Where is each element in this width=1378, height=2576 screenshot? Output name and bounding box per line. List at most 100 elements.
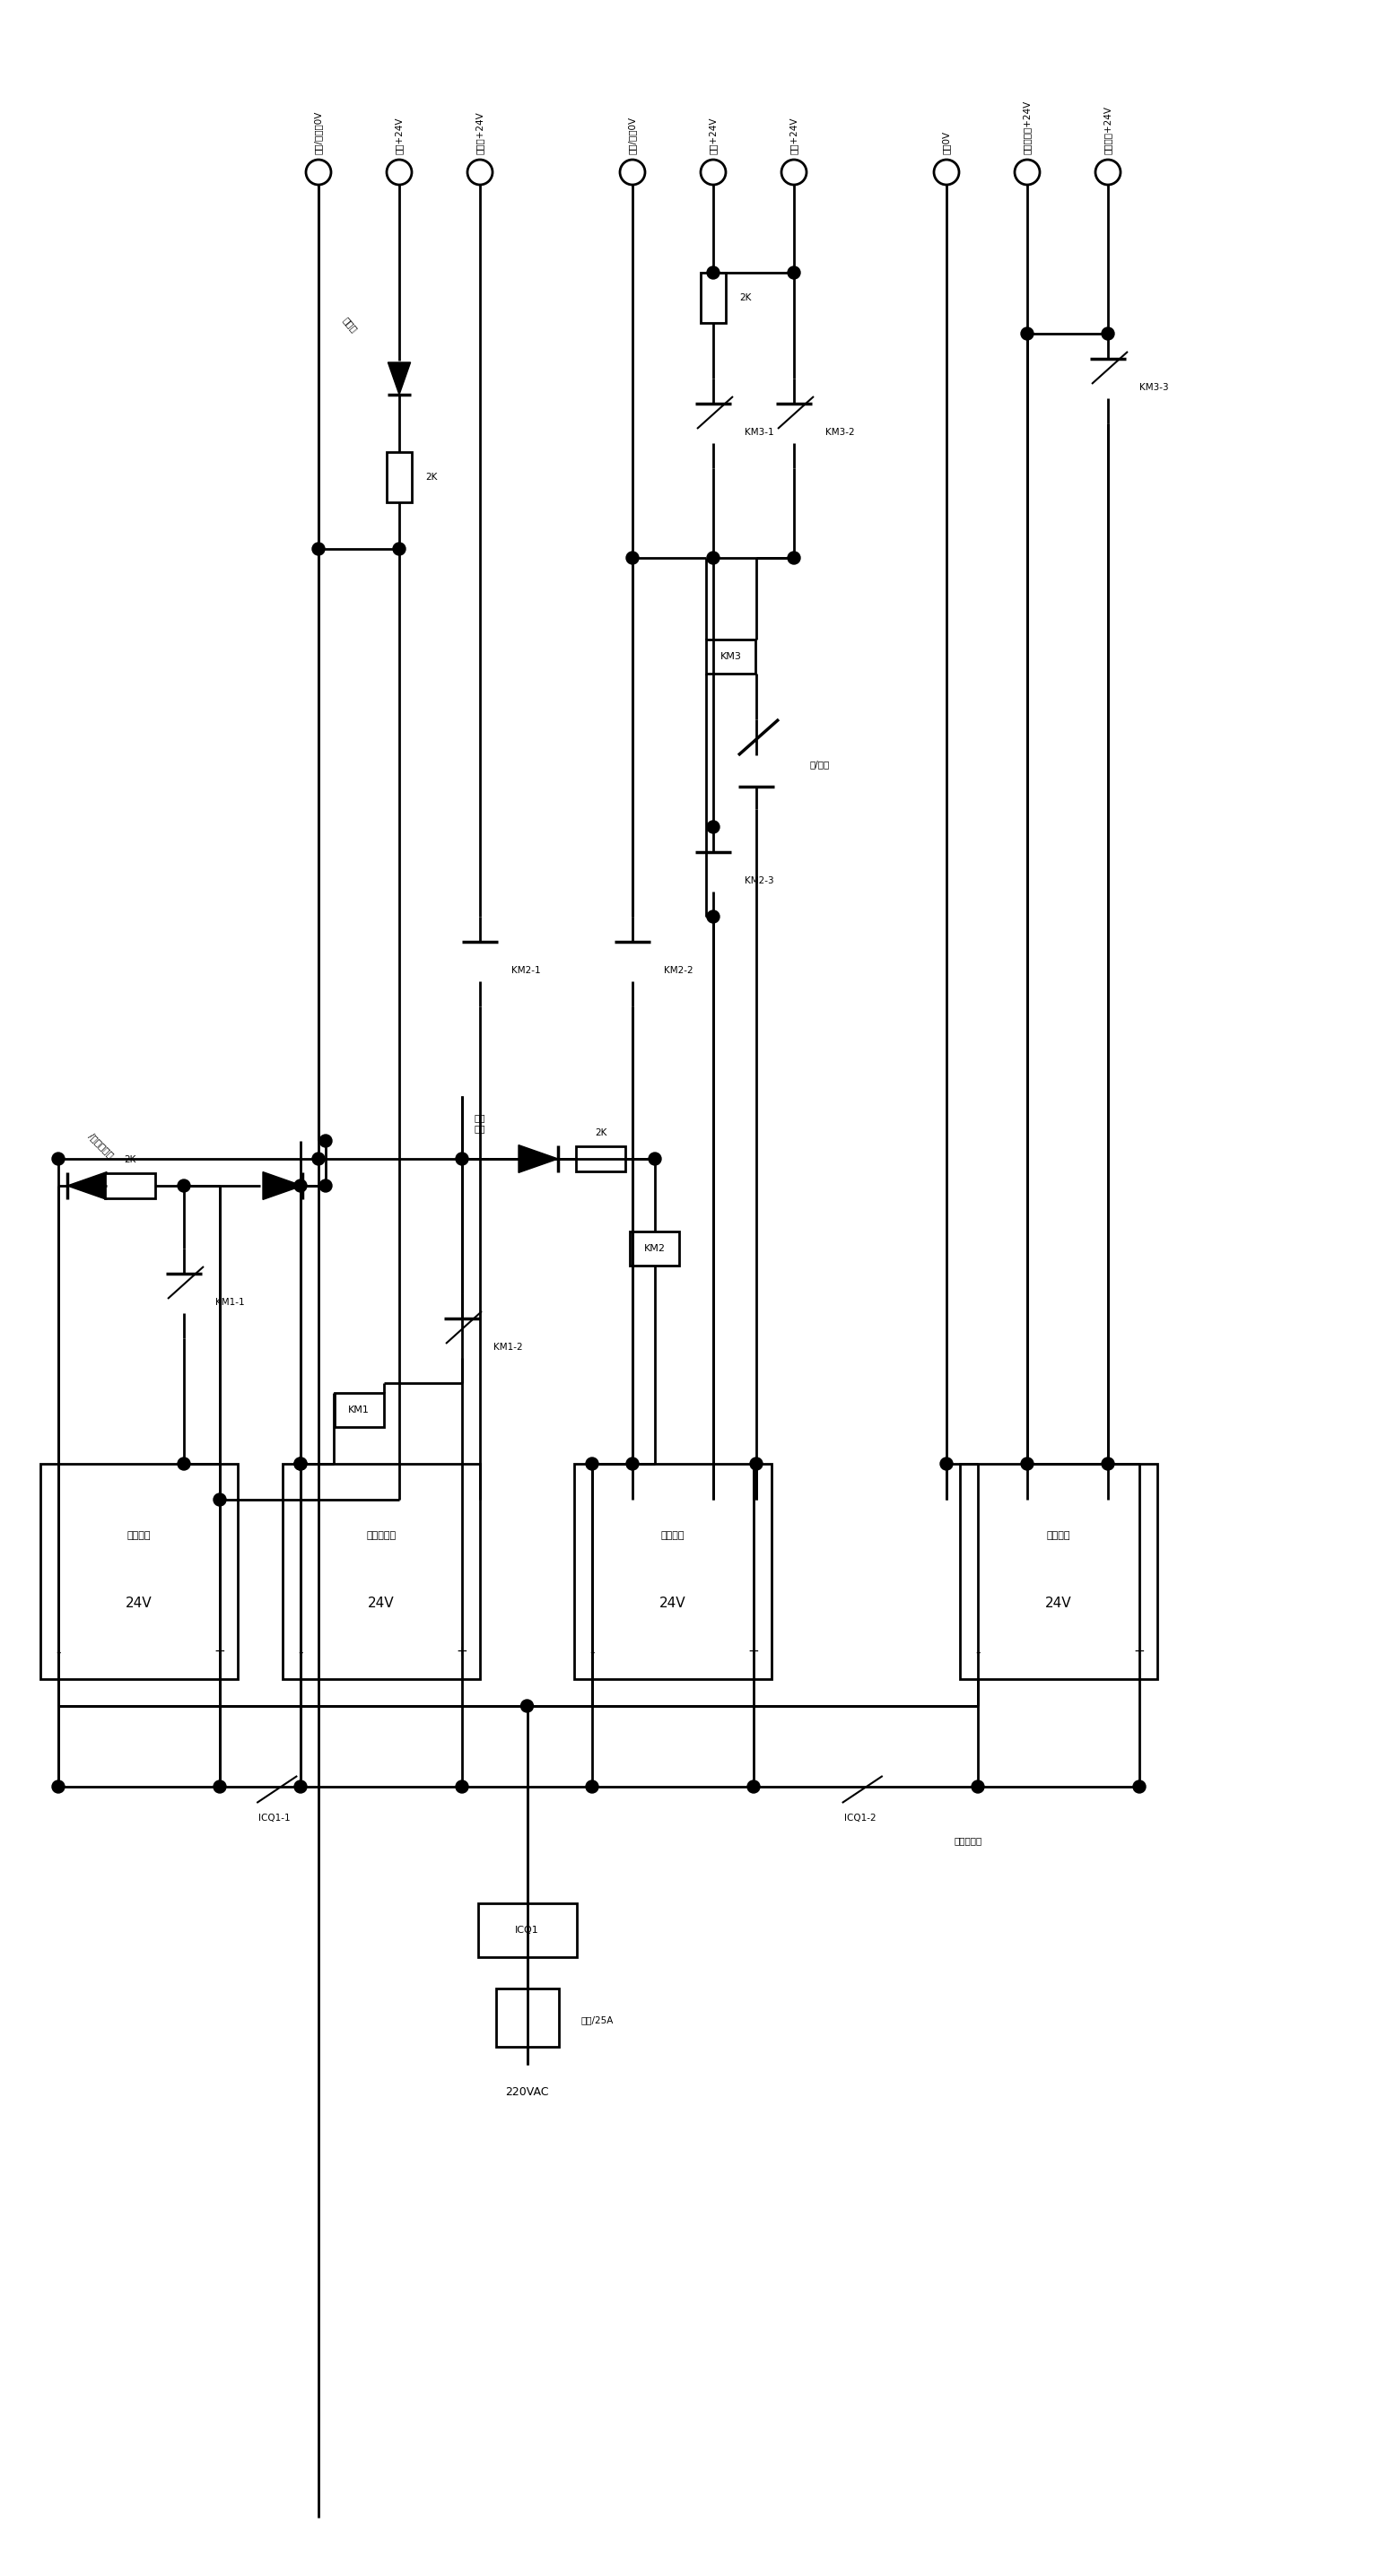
Text: KM3-1: KM3-1 [744, 428, 774, 438]
Text: 220VAC: 220VAC [506, 2087, 548, 2097]
Circle shape [788, 265, 801, 278]
Circle shape [781, 160, 806, 185]
Bar [496, 1989, 558, 2048]
Text: -: - [298, 1646, 303, 1659]
Polygon shape [518, 1144, 558, 1172]
Text: 24V: 24V [1046, 1597, 1072, 1610]
Text: KM3: KM3 [721, 652, 741, 662]
Circle shape [788, 551, 801, 564]
Circle shape [747, 1780, 759, 1793]
Circle shape [1101, 327, 1115, 340]
Circle shape [1014, 160, 1040, 185]
Polygon shape [263, 1172, 302, 1200]
Text: -: - [590, 1646, 594, 1659]
Circle shape [456, 1151, 469, 1164]
Text: +: + [748, 1646, 759, 1659]
Text: 控制0V: 控制0V [943, 131, 951, 155]
Text: KM2-2: KM2-2 [664, 966, 693, 974]
Circle shape [586, 1780, 598, 1793]
Text: -: - [56, 1646, 61, 1659]
Circle shape [940, 1458, 952, 1471]
Text: 24V: 24V [125, 1597, 153, 1610]
Text: 纯手动电源: 纯手动电源 [367, 1530, 395, 1540]
Text: 24V: 24V [660, 1597, 686, 1610]
Text: 2K: 2K [426, 471, 437, 482]
Circle shape [626, 551, 639, 564]
Text: 控制手动+24V: 控制手动+24V [1104, 106, 1112, 155]
Circle shape [313, 544, 325, 556]
Circle shape [707, 909, 719, 922]
Circle shape [393, 544, 405, 556]
Text: 24V: 24V [368, 1597, 394, 1610]
Circle shape [52, 1151, 65, 1164]
Circle shape [214, 1494, 226, 1507]
Text: 控制纯手动+24V: 控制纯手动+24V [1022, 100, 1032, 155]
Circle shape [649, 1151, 661, 1164]
Bar [282, 1463, 480, 1680]
Text: 急停/纯手动0V: 急停/纯手动0V [314, 111, 322, 155]
Circle shape [295, 1180, 307, 1193]
Circle shape [320, 1133, 332, 1146]
Text: +: + [1134, 1646, 1145, 1659]
Bar [630, 1231, 679, 1265]
Circle shape [1096, 160, 1120, 185]
Circle shape [1101, 1458, 1115, 1471]
Text: KM3-2: KM3-2 [825, 428, 854, 438]
Text: 急停灯: 急停灯 [340, 314, 358, 335]
Text: +: + [456, 1646, 467, 1659]
Text: +: + [214, 1646, 226, 1659]
Text: 2K: 2K [739, 294, 751, 301]
Text: 急停+24V: 急停+24V [394, 116, 404, 155]
Text: 2K: 2K [595, 1128, 608, 1139]
Circle shape [214, 1780, 226, 1793]
Text: KM1-1: KM1-1 [215, 1298, 244, 1306]
Circle shape [178, 1458, 190, 1471]
Text: 备用电源: 备用电源 [127, 1530, 152, 1540]
Circle shape [1021, 327, 1034, 340]
Text: /备用电源灯: /备用电源灯 [87, 1131, 116, 1159]
Circle shape [320, 1180, 332, 1193]
Text: 2K: 2K [124, 1154, 136, 1164]
Text: 控制电源: 控制电源 [1047, 1530, 1071, 1540]
Polygon shape [68, 1172, 106, 1200]
Bar [960, 1463, 1158, 1680]
Circle shape [1133, 1780, 1145, 1793]
Text: ICQ1-2: ICQ1-2 [845, 1814, 876, 1824]
Text: ICQ1: ICQ1 [515, 1927, 539, 1935]
Circle shape [52, 1780, 65, 1793]
Text: KM2: KM2 [644, 1244, 666, 1252]
Bar [576, 1146, 626, 1172]
Text: KM2-1: KM2-1 [511, 966, 540, 974]
Circle shape [295, 1458, 307, 1471]
Bar [707, 639, 757, 672]
Text: 手动/自动0V: 手动/自动0V [628, 116, 637, 155]
Text: -: - [976, 1646, 980, 1659]
Circle shape [295, 1458, 307, 1471]
Text: 纯手动+24V: 纯手动+24V [475, 111, 485, 155]
Circle shape [626, 1458, 639, 1471]
Text: 手/自动: 手/自动 [810, 760, 830, 768]
Circle shape [178, 1180, 190, 1193]
Circle shape [620, 160, 645, 185]
Bar [387, 453, 412, 502]
Circle shape [313, 1151, 325, 1164]
Circle shape [456, 1780, 469, 1793]
Circle shape [934, 160, 959, 185]
Text: KM2-3: KM2-3 [744, 876, 774, 886]
Circle shape [387, 160, 412, 185]
Circle shape [707, 822, 719, 832]
Circle shape [700, 160, 726, 185]
Circle shape [1021, 1458, 1034, 1471]
Circle shape [467, 160, 492, 185]
Text: KM1: KM1 [349, 1406, 369, 1414]
Circle shape [707, 551, 719, 564]
Circle shape [521, 1700, 533, 1713]
Text: 手动+24V: 手动+24V [708, 116, 718, 155]
Text: 自动+24V: 自动+24V [790, 116, 798, 155]
Polygon shape [389, 363, 411, 394]
Circle shape [750, 1458, 762, 1471]
Bar [575, 1463, 772, 1680]
Circle shape [295, 1780, 307, 1793]
Text: ICQ1-1: ICQ1-1 [259, 1814, 291, 1824]
Bar [335, 1394, 383, 1427]
